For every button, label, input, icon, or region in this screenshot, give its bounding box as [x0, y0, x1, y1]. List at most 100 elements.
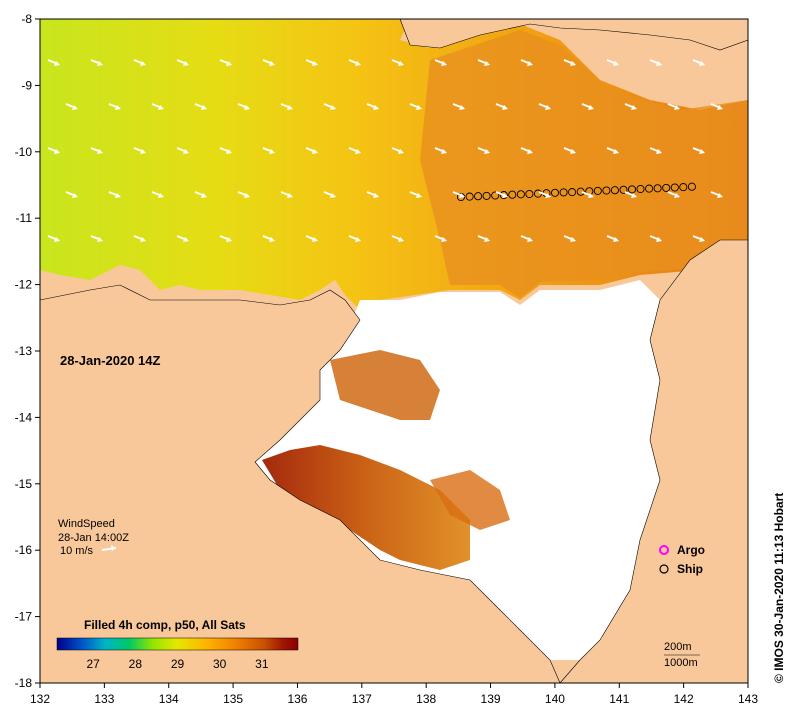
ship-position-marker	[568, 188, 577, 197]
wind-arrow-head	[312, 149, 318, 154]
y-tick-label: -10	[15, 145, 33, 159]
wind-arrow-head	[398, 237, 404, 242]
wind-arrow-head	[244, 193, 250, 198]
argo-label: Argo	[677, 543, 705, 557]
wind-arrow-head	[312, 237, 318, 242]
wind-arrow-head	[588, 105, 594, 110]
wind-arrow-head	[97, 237, 103, 242]
ship-position-marker	[525, 189, 534, 199]
wind-arrow-head	[355, 61, 361, 66]
wind-arrow-head	[97, 149, 103, 154]
wind-arrow-head	[570, 237, 576, 242]
x-tick-label: 137	[352, 692, 372, 706]
ship-position-marker	[576, 187, 585, 196]
legend: Argo Ship	[659, 543, 705, 576]
wind-arrow-head	[115, 105, 121, 110]
wind-arrow-head	[269, 149, 275, 154]
wind-arrow-head	[115, 193, 121, 198]
ship-position-marker	[602, 186, 611, 195]
y-tick-label: -17	[15, 610, 33, 624]
wind-arrow-head	[545, 105, 551, 110]
ship-position-marker	[636, 184, 645, 194]
ship-position-marker	[645, 184, 654, 193]
contour-label-shallow: 200m	[664, 641, 692, 653]
sea-surface-gulf-west	[330, 350, 440, 420]
wind-vectors	[47, 59, 723, 242]
x-tick-label: 141	[609, 692, 629, 706]
wind-arrow-head	[656, 237, 662, 242]
y-tick-label: -13	[15, 344, 33, 358]
wind-arrow-head	[717, 105, 723, 110]
wind-arrow-head	[699, 237, 705, 242]
wind-arrow-head	[613, 237, 619, 242]
ship-position-marker	[687, 182, 696, 191]
wind-arrow-head	[631, 105, 637, 110]
y-tick-label: -11	[16, 211, 33, 225]
sea-surface-gulf-sw	[262, 445, 470, 570]
wind-arrow-head	[545, 193, 551, 198]
ship-position-marker	[627, 185, 637, 194]
wind-arrow-head	[54, 61, 60, 66]
colorbar	[56, 637, 299, 651]
wind-arrow-head	[201, 193, 207, 198]
wind-arrow-head	[72, 105, 78, 110]
wind-arrow-head	[140, 61, 146, 66]
ship-position-marker	[482, 191, 491, 200]
wind-arrow-head	[527, 237, 533, 242]
wind-arrow-head	[699, 149, 705, 154]
wind-arrow-head	[699, 61, 705, 66]
wind-arrow-head	[226, 61, 232, 66]
wind-arrow-head	[226, 149, 232, 154]
wind-arrow-head	[502, 105, 508, 110]
wind-arrow-head	[527, 149, 533, 154]
wind-arrow-head	[613, 61, 619, 66]
wind-key-time: 28-Jan 14:00Z	[58, 532, 129, 544]
colorbar-tick-label: 30	[213, 657, 227, 671]
ship-position-marker	[679, 183, 688, 192]
wind-arrow-head	[656, 61, 662, 66]
wind-arrow-head	[140, 149, 146, 154]
ship-position-marker	[559, 188, 568, 197]
wind-arrow-head	[183, 237, 189, 242]
argo-marker-icon	[659, 545, 669, 555]
wind-arrow-head	[527, 61, 533, 66]
wind-arrow-head	[717, 193, 723, 198]
x-tick-label: 135	[223, 692, 243, 706]
wind-arrow-head	[588, 193, 594, 198]
wind-arrow-head	[201, 105, 207, 110]
wind-arrow-head	[373, 193, 379, 198]
wind-arrow-head	[355, 149, 361, 154]
wind-arrow-head	[183, 149, 189, 154]
ship-position-marker	[653, 184, 662, 193]
x-tick-label: 134	[159, 692, 179, 706]
wind-arrow-head	[441, 149, 447, 154]
ship-position-marker	[662, 183, 671, 192]
wind-arrow-head	[674, 105, 680, 110]
wind-arrow-head	[54, 237, 60, 242]
ship-position-marker	[465, 192, 474, 201]
date-label: 28-Jan-2020 14Z	[60, 353, 161, 368]
x-tick-label: 132	[30, 692, 50, 706]
ship-label: Ship	[677, 562, 703, 576]
ship-position-marker	[593, 186, 602, 195]
wind-arrow-head	[287, 105, 293, 110]
ship-position-marker	[474, 192, 483, 201]
wind-arrow-head	[674, 193, 680, 198]
arnhem-land	[39, 284, 561, 684]
wind-arrow-head	[398, 149, 404, 154]
wind-arrow-head	[484, 237, 490, 242]
wind-key-arrow-icon	[101, 545, 117, 551]
wind-arrow-head	[484, 61, 490, 66]
sea-surface-gulf-east	[430, 470, 510, 530]
wind-arrow-head	[244, 105, 250, 110]
wind-arrow-head	[269, 237, 275, 242]
wind-arrow-head	[441, 61, 447, 66]
wind-arrow-head	[287, 193, 293, 198]
wind-arrow-head	[459, 193, 465, 198]
wind-arrow-head	[656, 149, 662, 154]
wind-arrow-head	[416, 105, 422, 110]
wind-arrow-head	[459, 105, 465, 110]
ship-position-marker	[670, 183, 679, 192]
y-tick-label: -8	[21, 12, 32, 26]
x-tick-label: 142	[674, 692, 694, 706]
